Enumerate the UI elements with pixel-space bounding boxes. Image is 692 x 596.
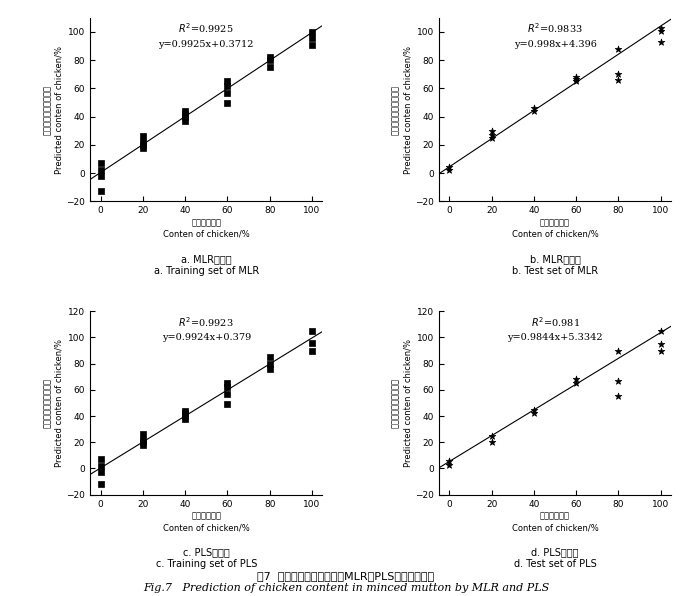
Point <box>613 44 624 54</box>
Text: $R^2$=0.9925: $R^2$=0.9925 <box>179 21 234 35</box>
Point <box>95 468 106 477</box>
Point <box>137 430 148 439</box>
Point <box>222 399 233 409</box>
Text: c. PLS建模集
c. Training set of PLS: c. PLS建模集 c. Training set of PLS <box>156 548 257 569</box>
Text: $R^2$=0.9833: $R^2$=0.9833 <box>527 21 583 35</box>
Point <box>528 103 539 113</box>
Point <box>179 106 190 116</box>
X-axis label: 掺入鸡肉比例
Conten of chicken/%: 掺入鸡肉比例 Conten of chicken/% <box>163 511 250 532</box>
X-axis label: 掺入鸡肉比例
Conten of chicken/%: 掺入鸡肉比例 Conten of chicken/% <box>511 511 599 532</box>
Point <box>179 414 190 424</box>
Point <box>444 456 455 465</box>
Point <box>137 440 148 449</box>
Point <box>571 77 582 86</box>
Point <box>571 378 582 388</box>
Point <box>95 159 106 168</box>
Y-axis label: 掺入鸡肉比例的预测值
Predicted conten of chicken/%: 掺入鸡肉比例的预测值 Predicted conten of chicken/% <box>43 45 64 173</box>
Point <box>264 352 275 362</box>
Text: $R^2$=0.981: $R^2$=0.981 <box>531 315 579 329</box>
Point <box>264 364 275 374</box>
Point <box>179 116 190 126</box>
Text: y=0.9924x+0.379: y=0.9924x+0.379 <box>162 333 251 342</box>
Point <box>179 109 190 119</box>
Point <box>222 98 233 107</box>
Point <box>486 437 497 447</box>
Point <box>444 166 455 175</box>
Text: y=0.9844x+5.3342: y=0.9844x+5.3342 <box>507 333 603 342</box>
Text: b. MLR验证集
b. Test set of MLR: b. MLR验证集 b. Test set of MLR <box>512 254 598 275</box>
Text: d. PLS验证集
d. Test set of PLS: d. PLS验证集 d. Test set of PLS <box>513 548 597 569</box>
Point <box>444 460 455 469</box>
Point <box>307 27 318 37</box>
Point <box>486 130 497 139</box>
Point <box>137 137 148 147</box>
Point <box>571 375 582 384</box>
Point <box>222 378 233 388</box>
Point <box>264 359 275 368</box>
Point <box>95 187 106 196</box>
Point <box>655 23 666 33</box>
Point <box>307 33 318 42</box>
Point <box>528 409 539 418</box>
Text: 图7  羊肉中掺入鸡肉含量的MLR和PLS定量预测结果: 图7 羊肉中掺入鸡肉含量的MLR和PLS定量预测结果 <box>257 571 435 581</box>
Point <box>307 40 318 49</box>
Text: a. MLR建模集
a. Training set of MLR: a. MLR建模集 a. Training set of MLR <box>154 254 259 275</box>
Point <box>571 72 582 82</box>
Point <box>655 339 666 349</box>
Point <box>95 166 106 175</box>
Point <box>179 409 190 418</box>
Point <box>222 383 233 392</box>
Point <box>264 52 275 62</box>
Point <box>137 132 148 141</box>
Point <box>486 133 497 142</box>
Point <box>264 55 275 65</box>
Point <box>613 75 624 85</box>
Point <box>179 406 190 415</box>
Y-axis label: 掺入鸡肉比例的预测值
Predicted conten of chicken/%: 掺入鸡肉比例的预测值 Predicted conten of chicken/% <box>392 45 412 173</box>
Point <box>613 392 624 401</box>
Point <box>655 346 666 355</box>
Point <box>613 70 624 79</box>
Point <box>613 346 624 355</box>
Point <box>655 37 666 46</box>
Point <box>307 346 318 355</box>
Point <box>222 389 233 399</box>
Point <box>264 63 275 72</box>
Point <box>137 143 148 153</box>
Text: $R^2$=0.9923: $R^2$=0.9923 <box>179 315 234 329</box>
Point <box>528 106 539 116</box>
Point <box>95 461 106 471</box>
Point <box>179 112 190 122</box>
Point <box>222 77 233 86</box>
Point <box>486 431 497 440</box>
Point <box>613 376 624 386</box>
Point <box>307 326 318 336</box>
X-axis label: 掺入鸡肉比例
Conten of chicken/%: 掺入鸡肉比例 Conten of chicken/% <box>511 218 599 239</box>
Point <box>222 88 233 97</box>
Point <box>137 435 148 445</box>
Y-axis label: 掺入鸡肉比例的预测值
Predicted conten of chicken/%: 掺入鸡肉比例的预测值 Predicted conten of chicken/% <box>43 339 64 467</box>
Point <box>95 479 106 489</box>
Point <box>179 411 190 421</box>
Point <box>486 126 497 135</box>
Text: Fig.7   Prediction of chicken content in minced mutton by MLR and PLS: Fig.7 Prediction of chicken content in m… <box>143 583 549 593</box>
Point <box>655 326 666 336</box>
Point <box>528 405 539 414</box>
X-axis label: 掺入鸡肉比例
Conten of chicken/%: 掺入鸡肉比例 Conten of chicken/% <box>163 218 250 239</box>
Point <box>137 437 148 447</box>
Point <box>222 81 233 91</box>
Point <box>444 163 455 172</box>
Point <box>571 74 582 83</box>
Point <box>137 140 148 150</box>
Point <box>95 171 106 181</box>
Text: y=0.9925x+0.3712: y=0.9925x+0.3712 <box>158 40 254 49</box>
Point <box>95 455 106 464</box>
Y-axis label: 掺入鸡肉比例的预测值
Predicted conten of chicken/%: 掺入鸡肉比例的预测值 Predicted conten of chicken/% <box>392 339 412 467</box>
Point <box>655 26 666 35</box>
Text: y=0.998x+4.396: y=0.998x+4.396 <box>513 40 597 49</box>
Point <box>307 338 318 347</box>
